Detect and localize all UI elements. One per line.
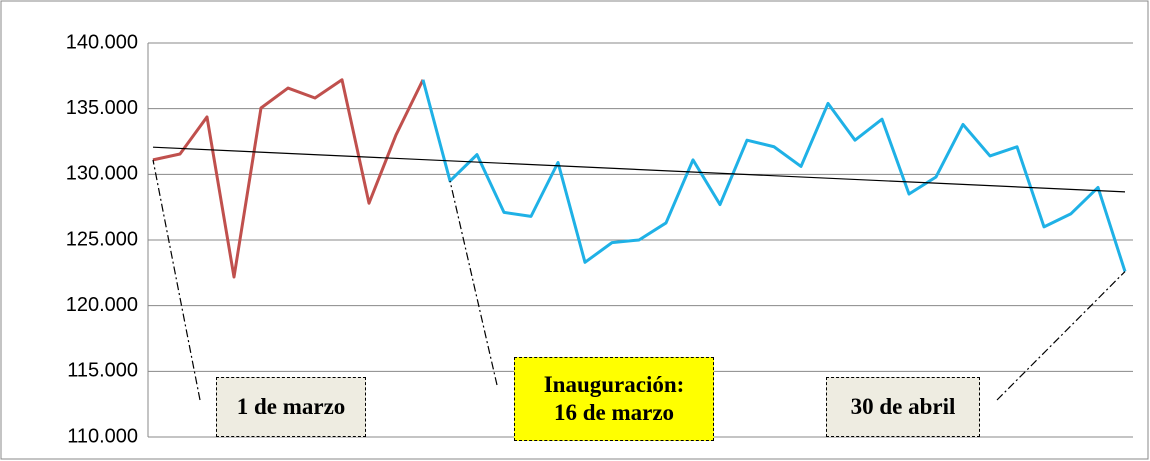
y-tick-label: 120.000 (66, 294, 138, 316)
y-tick-label: 125.000 (66, 228, 138, 250)
y-tick-label: 135.000 (66, 97, 138, 119)
line-series (421, 79, 1127, 272)
annotation: Inauguración: 16 de marzo (514, 357, 714, 441)
y-tick-label: 115.000 (67, 360, 138, 382)
trendline (152, 146, 1126, 193)
leader-line (152, 159, 201, 401)
y-tick-label: 130.000 (66, 163, 138, 185)
leader-line (449, 180, 498, 386)
leader-line (996, 271, 1126, 401)
annotation: 1 de marzo (216, 377, 366, 437)
annotation: 30 de abril (826, 377, 980, 437)
y-tick-label: 140.000 (66, 31, 138, 53)
y-tick-label: 110.000 (67, 425, 138, 447)
line-series (152, 78, 425, 279)
